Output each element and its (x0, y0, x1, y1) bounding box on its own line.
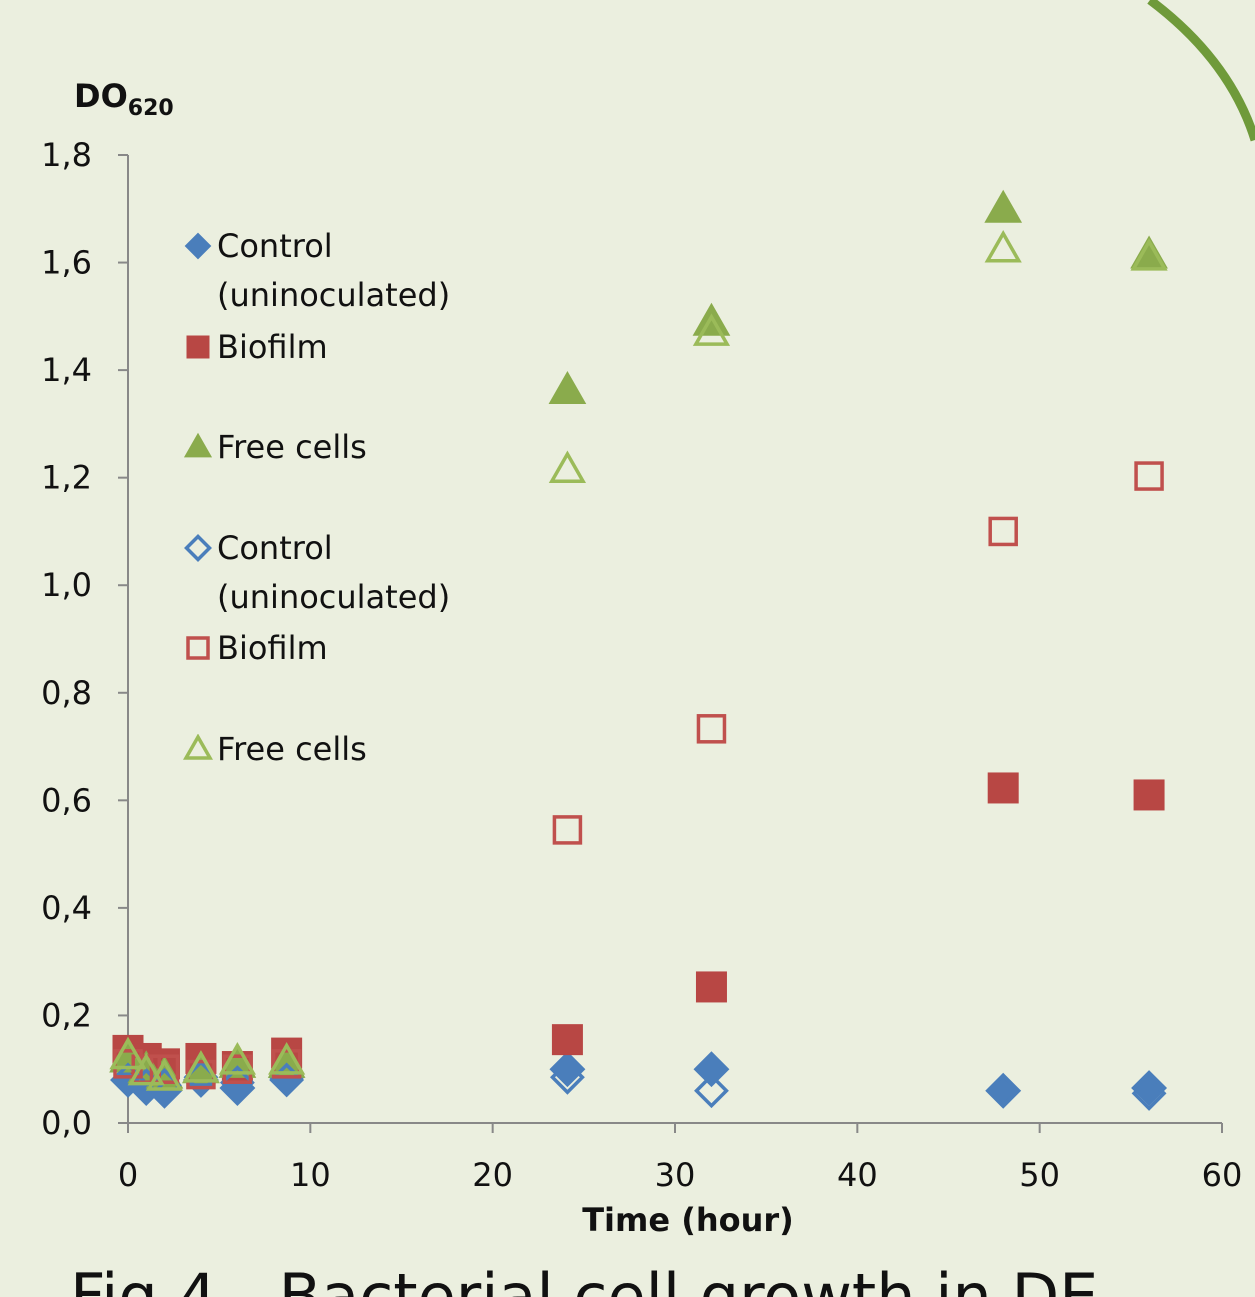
marker-square (696, 972, 726, 1002)
page: DO620 Time (hour) Fig.4 - Bacterial cell… (0, 0, 1255, 1297)
marker-square (698, 716, 724, 742)
legend-label: Control (uninoculated) (217, 222, 483, 320)
y-tick-label: 1,2 (41, 459, 92, 497)
y-tick-label: 1,0 (41, 566, 92, 604)
marker-triangle (985, 191, 1021, 223)
legend-label: Biofilm (217, 323, 328, 372)
marker-diamond (185, 233, 210, 258)
legend-marker (183, 734, 213, 764)
y-axis-label: DO620 (74, 77, 174, 121)
y-label-sub: 620 (128, 96, 174, 121)
x-axis-label: Time (hour) (582, 1201, 794, 1239)
y-tick-label: 1,8 (41, 136, 92, 174)
marker-diamond (187, 536, 210, 559)
legend-marker (183, 633, 213, 663)
legend-entry: Biofilm (183, 323, 483, 424)
marker-square (552, 1025, 582, 1055)
legend-marker (183, 332, 213, 362)
marker-triangle (185, 434, 211, 457)
y-tick-label: 1,4 (41, 351, 92, 389)
y-tick-label: 0,2 (41, 996, 92, 1034)
marker-square (187, 336, 209, 358)
legend-label: Control (uninoculated) (217, 524, 483, 622)
y-tick-label: 0,0 (41, 1104, 92, 1142)
legend-label: Free cells (217, 423, 367, 472)
x-tick-label: 50 (1019, 1156, 1060, 1194)
legend-entry: Control (uninoculated) (183, 222, 483, 323)
marker-square (988, 773, 1018, 803)
y-tick-label: 0,4 (41, 889, 92, 927)
caption: Fig.4 - Bacterial cell growth in DE (70, 1260, 1098, 1297)
marker-square (1136, 463, 1162, 489)
legend-label: Biofilm (217, 624, 328, 673)
marker-square (188, 638, 208, 658)
marker-diamond (986, 1073, 1021, 1108)
marker-triangle (549, 372, 585, 404)
x-tick-label: 10 (290, 1156, 331, 1194)
marker-square (554, 817, 580, 843)
marker-triangle (552, 454, 583, 481)
marker-square (990, 518, 1016, 544)
marker-diamond (1132, 1071, 1167, 1106)
legend-entry: Biofilm (183, 624, 483, 725)
legend-marker (183, 231, 213, 261)
x-tick-label: 20 (472, 1156, 513, 1194)
legend-entry: Control (uninoculated) (183, 524, 483, 625)
x-tick-label: 0 (118, 1156, 138, 1194)
y-tick-label: 0,6 (41, 781, 92, 819)
legend-entry: Free cells (183, 423, 483, 524)
decor-arc (1150, 0, 1255, 140)
marker-triangle (988, 234, 1019, 261)
legend-marker (183, 432, 213, 462)
marker-diamond (694, 1052, 729, 1087)
marker-square (1134, 780, 1164, 810)
x-tick-label: 40 (837, 1156, 878, 1194)
y-tick-label: 1,6 (41, 244, 92, 282)
x-tick-label: 30 (655, 1156, 696, 1194)
y-tick-label: 0,8 (41, 674, 92, 712)
legend-entry: Free cells (183, 725, 483, 826)
x-tick-label: 60 (1202, 1156, 1243, 1194)
y-label-main: DO (74, 77, 128, 115)
legend-marker (183, 533, 213, 563)
legend-label: Free cells (217, 725, 367, 774)
marker-triangle (186, 737, 210, 758)
